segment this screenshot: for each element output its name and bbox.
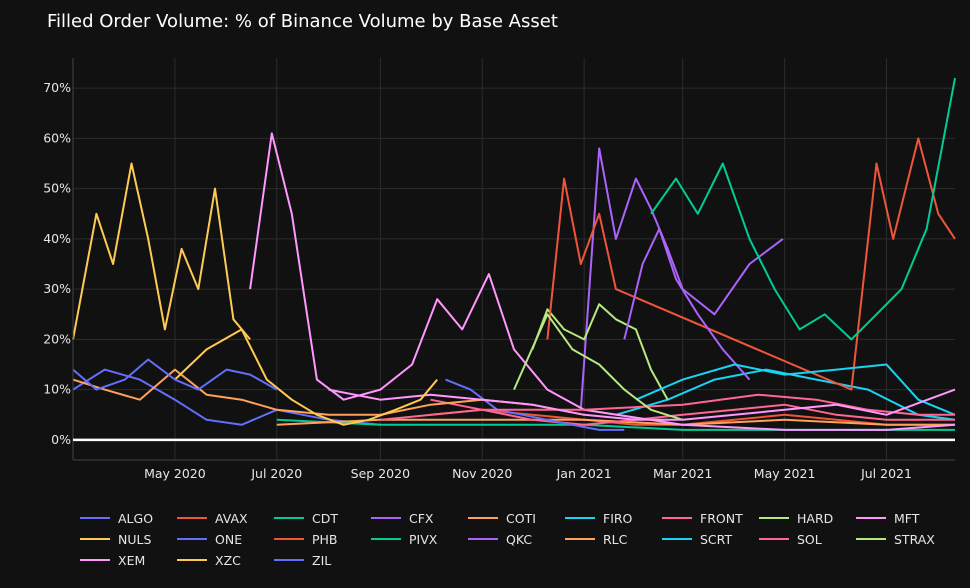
y-tick-label: 60% [43, 130, 71, 145]
legend-label: NULS [118, 532, 151, 547]
legend-label: PHB [312, 532, 338, 547]
series-line-rlc [72, 368, 585, 416]
series-line-qkc [623, 227, 751, 381]
x-tick-label: Sep 2020 [351, 466, 410, 481]
legend-item-zil: ZIL [274, 553, 331, 568]
series-line-zil [72, 358, 278, 391]
x-tick-label: May 2020 [144, 466, 206, 481]
legend-label: FRONT [700, 511, 743, 526]
series-line-pivx [650, 77, 956, 341]
legend-item-front: FRONT [662, 511, 743, 526]
legend-label: QKC [506, 532, 532, 547]
legend-item-pivx: PIVX [371, 532, 438, 547]
legend-label: STRAX [894, 532, 935, 547]
series-line-strax [513, 313, 684, 421]
grid [73, 58, 955, 460]
y-tick-label: 40% [43, 231, 71, 246]
legend-label: HARD [797, 511, 833, 526]
x-tick-label: Jul 2021 [860, 466, 912, 481]
legend-label: SOL [797, 532, 822, 547]
legend-label: AVAX [215, 511, 248, 526]
y-tick-label: 20% [43, 331, 71, 346]
legend-item-strax: STRAX [856, 532, 935, 547]
series-line-scrt [635, 363, 956, 416]
legend-label: XEM [118, 553, 145, 568]
legend-label: CFX [409, 511, 434, 526]
series-line-phb [546, 137, 956, 391]
legend-label: SCRT [700, 532, 732, 547]
legend-item-scrt: SCRT [662, 532, 732, 547]
series-line-nuls [72, 162, 251, 341]
legend-label: ZIL [312, 553, 331, 568]
legend-label: ONE [215, 532, 242, 547]
legend-item-xzc: XZC [177, 553, 241, 568]
y-tick-label: 30% [43, 281, 71, 296]
legend-label: PIVX [409, 532, 438, 547]
legend-label: RLC [603, 532, 628, 547]
legend-item-hard: HARD [759, 511, 833, 526]
legend-item-rlc: RLC [565, 532, 628, 547]
x-tick-label: Jul 2020 [250, 466, 302, 481]
x-tick-label: Jan 2021 [556, 466, 612, 481]
series-line-one [445, 378, 625, 431]
legend-item-nuls: NULS [80, 532, 151, 547]
series-line-hard [531, 303, 669, 401]
legend-item-sol: SOL [759, 532, 822, 547]
series-line-firo [615, 368, 956, 421]
legend-label: MFT [894, 511, 920, 526]
y-tick-label: 50% [43, 181, 71, 196]
series-line-front [430, 398, 955, 426]
x-tick-label: Nov 2020 [452, 466, 512, 481]
plot-area [72, 77, 956, 431]
chart-title: Filled Order Volume: % of Binance Volume… [47, 11, 558, 32]
axes: 0% 10% 20% 30% 40% 50% 60% 70% May 2020 Jul 2020 S… [43, 58, 955, 481]
legend-item-xem: XEM [80, 553, 145, 568]
legend-item-algo: ALGO [80, 511, 153, 526]
legend-item-cdt: CDT [274, 511, 338, 526]
series-line-xzc [174, 328, 438, 426]
y-tick-label: 10% [43, 382, 71, 397]
y-tick-label: 70% [43, 80, 71, 95]
legend-label: ALGO [118, 511, 153, 526]
series-line-xem [328, 388, 956, 421]
legend-item-qkc: QKC [468, 532, 532, 547]
legend: ALGO AVAX CDT CFX COTI FIRO FRONT HARD MFT NULS ON… [80, 511, 935, 568]
legend-item-firo: FIRO [565, 511, 633, 526]
legend-label: XZC [215, 553, 241, 568]
legend-item-mft: MFT [856, 511, 920, 526]
series-line-coti [276, 418, 955, 426]
legend-item-phb: PHB [274, 532, 338, 547]
y-tick-label: 0% [51, 432, 71, 447]
legend-item-avax: AVAX [177, 511, 248, 526]
series-line-mft [249, 132, 956, 431]
legend-label: CDT [312, 511, 338, 526]
legend-item-cfx: CFX [371, 511, 434, 526]
x-tick-label: May 2021 [754, 466, 816, 481]
legend-item-coti: COTI [468, 511, 536, 526]
legend-label: FIRO [603, 511, 633, 526]
legend-label: COTI [506, 511, 536, 526]
series-line-sol [380, 393, 955, 421]
x-tick-label: Mar 2021 [653, 466, 712, 481]
series-line-algo [72, 368, 381, 426]
legend-item-one: ONE [177, 532, 242, 547]
